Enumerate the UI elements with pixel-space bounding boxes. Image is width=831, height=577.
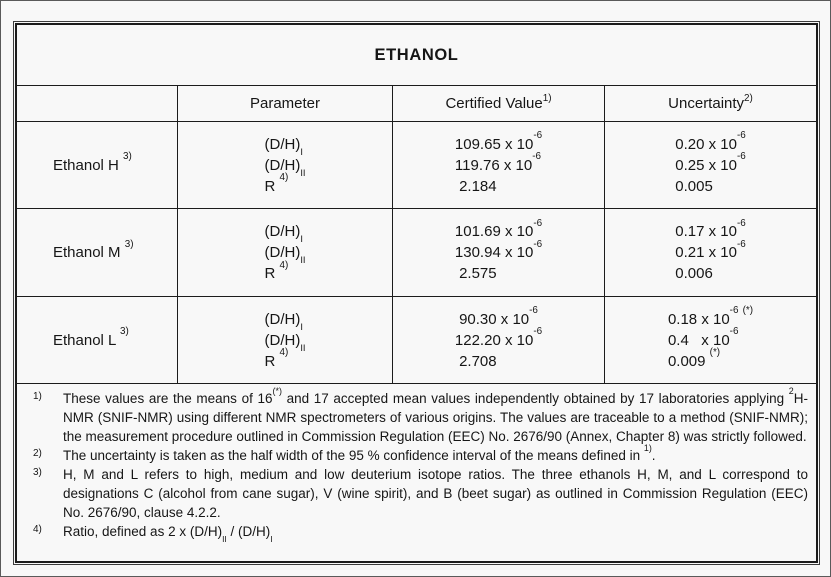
- uncertainty-line: 0.18 x 10-6 (*): [667, 305, 754, 328]
- parameter-line: (D/H)I: [264, 223, 303, 245]
- certified-value-line: 130.94 x 10-6: [454, 238, 543, 261]
- footnote-text: Ratio, defined as 2 x (D/H)II / (D/H)I: [63, 524, 273, 544]
- header-certified-value: Certified Value 1): [392, 86, 604, 121]
- footnote-3: 3) H, M and L refers to high, medium and…: [33, 465, 810, 522]
- footnote-marker: 1): [33, 391, 42, 402]
- parameter-line: (D/H)II: [264, 331, 306, 353]
- footnote-text: H, M and L refers to high, medium and lo…: [63, 467, 808, 520]
- parameter-line: (D/H)II: [264, 244, 306, 266]
- uncertainty-lines: 0.17 x 10-6 0.21 x 10-6 0.006: [675, 217, 746, 284]
- uncertainty-lines: 0.20 x 10-6 0.25 x 10-6 0.005: [675, 130, 746, 197]
- footnote-2: 2) The uncertainty is taken as the half …: [33, 442, 810, 465]
- uncertainty-line: 0.4 x 10-6: [667, 326, 739, 349]
- parameter-line: R 4): [264, 172, 289, 195]
- parameter-line: R 4): [264, 347, 289, 370]
- certified-value-line: 119.76 x 10-6: [454, 151, 541, 174]
- parameter-line: (D/H)I: [264, 310, 303, 332]
- parameter-cell: (D/H)I (D/H)II R 4): [177, 208, 392, 296]
- row-label-text: Ethanol L 3): [53, 326, 129, 349]
- certified-value-lines: 90.30 x 10-6 122.20 x 10-6 2.708: [454, 305, 543, 372]
- header-parameter: Parameter: [177, 86, 392, 121]
- footnote-marker: 4): [33, 524, 42, 535]
- uncertainty-line: 0.009 (*): [667, 347, 721, 370]
- certified-value-lines: 101.69 x 10-6 130.94 x 10-6 2.575: [454, 217, 543, 284]
- certified-value-line: 122.20 x 10-6: [454, 326, 543, 349]
- certified-value-cell: 90.30 x 10-6 122.20 x 10-6 2.708: [392, 296, 604, 383]
- uncertainty-line: 0.25 x 10-6: [675, 151, 746, 174]
- certificate-table: ETHANOL Parameter Certified Value 1) Unc…: [13, 21, 820, 565]
- parameter-cell: (D/H)I (D/H)II R 4): [177, 296, 392, 383]
- uncertainty-cell: 0.17 x 10-6 0.21 x 10-6 0.006: [604, 208, 816, 296]
- uncertainty-line: 0.21 x 10-6: [675, 238, 746, 261]
- row-label-text: Ethanol M 3): [53, 238, 134, 261]
- footnotes-section: 1) These values are the means of 16(*) a…: [17, 383, 816, 561]
- certified-value-cell: 109.65 x 10-6 119.76 x 10-6 2.184: [392, 121, 604, 208]
- parameter-lines: (D/H)I (D/H)II R 4): [265, 309, 306, 372]
- parameter-line: (D/H)II: [264, 156, 306, 178]
- certified-value-lines: 109.65 x 10-6 119.76 x 10-6 2.184: [454, 130, 543, 197]
- uncertainty-line: 0.17 x 10-6: [675, 217, 746, 240]
- row-label-text: Ethanol H 3): [53, 151, 132, 174]
- footnote-text: The uncertainty is taken as the half wid…: [63, 442, 656, 463]
- certified-value-line: 2.708: [454, 352, 497, 370]
- parameter-line: (D/H)I: [264, 135, 303, 157]
- footnote-4: 4) Ratio, defined as 2 x (D/H)II / (D/H)…: [33, 522, 810, 544]
- row-label-ethanol-m: Ethanol M 3): [17, 208, 177, 296]
- uncertainty-lines: 0.18 x 10-6 (*) 0.4 x 10-6 0.009 (*): [667, 305, 754, 372]
- footnote-text: These values are the means of 16(*) and …: [63, 385, 809, 444]
- parameter-cell: (D/H)I (D/H)II R 4): [177, 121, 392, 208]
- certified-value-line: 2.184: [454, 177, 497, 195]
- parameter-lines: (D/H)I (D/H)II R 4): [265, 221, 306, 284]
- uncertainty-line: 0.005: [675, 177, 713, 195]
- uncertainty-cell: 0.18 x 10-6 (*) 0.4 x 10-6 0.009 (*): [604, 296, 816, 383]
- certified-value-line: 109.65 x 10-6: [454, 130, 543, 153]
- row-label-ethanol-h: Ethanol H 3): [17, 121, 177, 208]
- certified-value-line: 2.575: [454, 265, 497, 282]
- row-label-ethanol-l: Ethanol L 3): [17, 296, 177, 383]
- certified-value-line: 101.69 x 10-6: [454, 217, 543, 240]
- parameter-line: R 4): [264, 259, 289, 282]
- uncertainty-line: 0.006: [675, 265, 713, 282]
- footnote-1: 1) These values are the means of 16(*) a…: [33, 385, 810, 446]
- header-corner: [17, 86, 177, 121]
- parameter-lines: (D/H)I (D/H)II R 4): [265, 134, 306, 197]
- certified-value-cell: 101.69 x 10-6 130.94 x 10-6 2.575: [392, 208, 604, 296]
- certified-value-line: 90.30 x 10-6: [454, 305, 538, 328]
- table-grid: Parameter Certified Value 1) Uncertainty…: [17, 86, 816, 383]
- footnote-marker: 3): [33, 467, 42, 478]
- table-title: ETHANOL: [17, 25, 816, 86]
- footnote-marker: 2): [33, 448, 42, 459]
- uncertainty-line: 0.20 x 10-6: [675, 130, 746, 153]
- header-uncertainty: Uncertainty 2): [604, 86, 816, 121]
- uncertainty-cell: 0.20 x 10-6 0.25 x 10-6 0.005: [604, 121, 816, 208]
